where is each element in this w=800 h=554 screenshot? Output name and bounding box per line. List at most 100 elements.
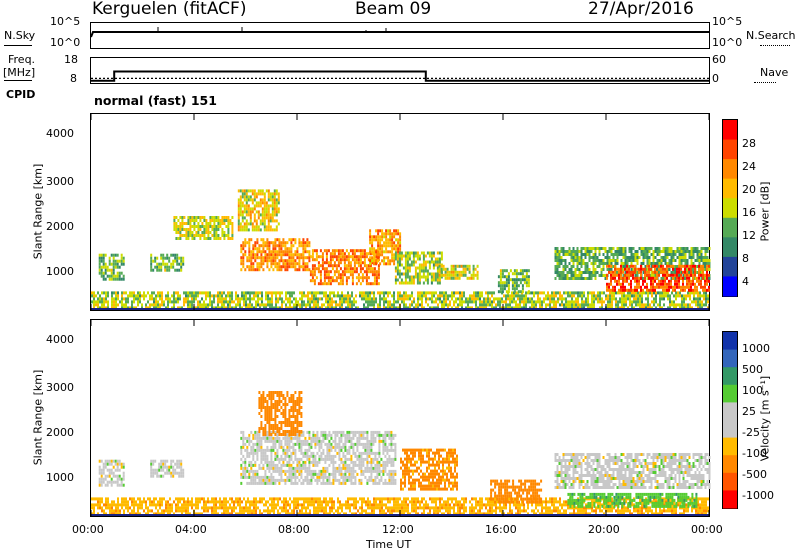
power-cell-8 [406,269,409,273]
power-cell-12 [632,276,634,280]
power-cell-9 [450,273,453,277]
velocity-cell-0 [109,512,111,516]
power-cell-11 [554,259,557,262]
power-cell-10 [509,278,512,282]
velocity-cell-0 [121,497,123,501]
power-cell-11 [692,256,695,259]
power-cell-0 [163,300,165,304]
power-cell-11 [656,247,659,250]
velocity-cell-0 [485,506,487,510]
power-cell-0 [101,291,103,295]
power-cell-12 [664,273,666,277]
velocity-cell-0 [97,503,99,507]
velocity-cell-0 [229,506,231,510]
power-cell-0 [297,300,299,304]
velocity-cell-0 [501,509,503,513]
power-cell-0 [383,303,385,307]
power-cell-12 [606,276,608,280]
power-cell-4 [245,195,248,199]
power-cell-8 [434,263,437,267]
power-cell-6 [363,255,366,259]
power-cell-3 [227,222,230,225]
power-cell-11 [706,256,709,259]
power-cell-8 [400,281,403,285]
power-cell-0 [329,300,331,304]
power-cell-8 [418,278,421,282]
power-cell-6 [337,273,340,277]
power-cell-0 [615,306,617,310]
velocity-cell-0 [355,506,357,510]
power-cell-0 [557,300,559,304]
power-cell-5 [268,259,271,263]
power-cell-0 [669,303,671,307]
velocity-cell-0 [179,500,181,504]
power-cell-0 [519,297,521,301]
velocity-cell-0 [393,506,395,510]
power-cell-5 [306,262,309,266]
power-cell-12 [682,264,684,268]
velocity-cell-0 [125,503,127,507]
power-cell-5 [258,247,261,251]
power-cell-6 [335,264,338,268]
power-cell-9 [464,273,467,277]
velocity-cell-0 [239,506,241,510]
power-cell-11 [568,268,571,271]
power-cell-5 [272,256,275,260]
power-cell-10 [519,278,522,282]
power-cell-0 [631,300,633,304]
power-cell-11 [574,271,577,274]
power-cell-3 [213,222,216,225]
power-cell-0 [621,294,623,298]
power-cell-5 [306,238,309,242]
power-cell-6 [331,279,334,283]
velocity-cell-0 [459,503,461,507]
power-cell-3 [215,216,218,219]
power-cell-12 [678,282,680,286]
power-cell-11 [636,259,639,262]
power-cell-5 [266,259,269,263]
power-cell-12 [706,282,708,286]
power-cell-4 [263,228,266,232]
power-cell-5 [282,253,285,257]
power-cell-6 [315,252,318,256]
power-cell-3 [215,225,218,228]
power-cell-0 [503,306,505,310]
velocity-cell-0 [473,509,475,513]
power-cell-7 [379,250,382,254]
power-cell-0 [349,294,351,298]
power-cell-0 [601,291,603,295]
power-cell-0 [111,291,113,295]
power-cell-4 [243,198,246,202]
power-cell-7 [381,235,384,239]
power-cell-0 [677,294,679,298]
power-cell-12 [668,285,670,289]
power-cell-12 [670,282,672,286]
power-cell-2 [182,262,185,266]
power-cell-4 [239,195,242,199]
power-cell-10 [497,290,500,294]
power-cell-7 [377,259,380,263]
power-cell-5 [244,244,247,248]
power-cell-12 [608,264,610,268]
power-cell-12 [652,276,654,280]
power-cell-11 [692,271,695,274]
power-cell-3 [195,216,198,219]
velocity-cell-0 [157,509,159,513]
power-cell-12 [638,279,640,283]
power-cell-0 [257,294,259,298]
power-cell-9 [454,276,457,280]
power-cell-6 [313,249,316,253]
power-cell-9 [446,270,449,274]
power-cell-0 [279,291,281,295]
power-cell-0 [187,300,189,304]
power-cell-2 [182,259,185,263]
power-cell-8 [394,266,397,270]
power-cell-0 [373,300,375,304]
power-cell-0 [549,303,551,307]
power-cell-0 [687,294,689,298]
power-cell-0 [421,297,423,301]
power-cell-11 [704,262,707,265]
power-cell-1 [98,256,101,260]
power-cell-5 [260,259,263,263]
power-cell-8 [402,254,405,258]
